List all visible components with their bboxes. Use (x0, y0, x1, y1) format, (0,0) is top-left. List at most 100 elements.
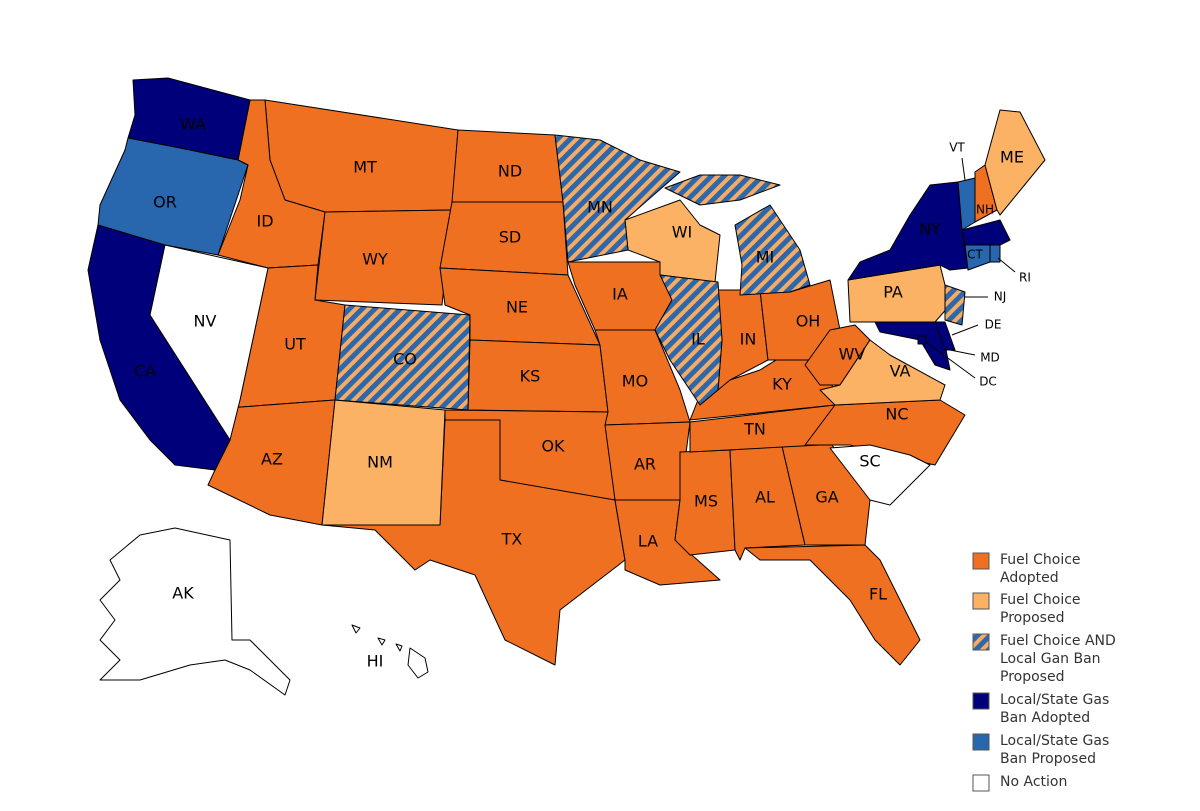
state-label: DC (979, 375, 997, 389)
state-shape (957, 177, 976, 231)
state-label: ID (256, 212, 273, 231)
state-shape (321, 399, 446, 526)
state-label: TX (501, 530, 523, 549)
state-shape (989, 244, 1001, 263)
state-label: CA (134, 362, 156, 381)
state-label: ND (498, 162, 522, 181)
state-shape (744, 544, 921, 666)
state-label: AL (755, 488, 775, 507)
legend-label: Local Gan Ban (1000, 651, 1101, 667)
legend-swatch (972, 733, 990, 751)
state-label: MO (622, 372, 648, 391)
state-label: NJ (994, 290, 1007, 304)
state-shape (149, 244, 269, 441)
state-label: AZ (261, 450, 283, 469)
leader-line (925, 341, 976, 379)
state-shape (944, 284, 966, 326)
state-shape (351, 624, 361, 634)
legend-swatch (972, 633, 990, 651)
state-label: NV (194, 312, 217, 331)
state-shape (917, 335, 927, 345)
state-shape (264, 99, 459, 213)
state-label: SD (499, 228, 521, 247)
state-shape (321, 419, 626, 666)
state-label: IL (691, 330, 705, 349)
state-label: NY (919, 220, 941, 239)
state-label: KY (772, 375, 792, 394)
state-shape (97, 137, 249, 256)
state-shape (334, 304, 471, 411)
state-label: KS (520, 367, 541, 386)
state-label: NE (506, 298, 528, 317)
state-label: WI (672, 223, 693, 242)
state-label: MI (756, 248, 775, 267)
state-label: VT (949, 141, 965, 155)
state-label: NC (885, 405, 908, 424)
legend-label: Ban Adopted (1000, 710, 1090, 726)
state-shape (847, 181, 969, 281)
state-label: TN (743, 420, 766, 439)
state-shape (395, 643, 403, 652)
leader-line (949, 349, 976, 356)
state-label: CT (967, 248, 983, 262)
state-shape (734, 204, 811, 296)
state-shape (314, 209, 453, 306)
legend-label: Proposed (1000, 610, 1064, 626)
state-shape (377, 637, 386, 646)
legend-label: Fuel Choice AND (1000, 633, 1116, 649)
leader-line (997, 257, 1016, 273)
legend-swatch (972, 692, 990, 710)
state-label: SC (859, 452, 880, 471)
state-label: WA (180, 115, 206, 134)
state-label: RI (1019, 271, 1031, 285)
state-label: MN (587, 198, 613, 217)
legend-label: Proposed (1000, 669, 1064, 685)
state-label: WV (839, 345, 866, 364)
state-shape (664, 174, 781, 206)
state-label: NH (976, 203, 994, 217)
states (87, 77, 1046, 696)
state-label: FL (869, 585, 887, 604)
state-shape (934, 321, 956, 351)
state-label: ME (1000, 148, 1024, 167)
state-label: IA (612, 285, 628, 304)
state-label: CO (393, 350, 417, 369)
state-label: AR (634, 455, 656, 474)
state-label: MS (694, 492, 718, 511)
state-shape (819, 339, 946, 406)
state-shape (829, 444, 931, 506)
state-shape (984, 109, 1046, 216)
legend-label: No Action (1000, 774, 1067, 790)
state-label: WY (362, 250, 388, 269)
legend-swatch (972, 552, 990, 570)
legend-label: Fuel Choice (1000, 552, 1081, 568)
state-label: VA (890, 362, 911, 381)
legend-label: Fuel Choice (1000, 592, 1081, 608)
leader-line (961, 157, 966, 181)
state-label: LA (638, 532, 658, 551)
state-shape (654, 274, 723, 406)
state-label: MD (980, 351, 1000, 365)
state-label: OR (153, 193, 177, 212)
state-labels: MT ID WY UT AZ ND SD NE KS OK TX IA MO AR LA MS AL GA FL TN… (134, 115, 1031, 671)
state-shape (554, 134, 681, 263)
state-shape (407, 647, 429, 679)
legend-label: Local/State Gas (1000, 733, 1109, 749)
legend-swatch (972, 774, 990, 792)
state-label: IN (740, 330, 757, 349)
state-label: MT (353, 158, 377, 177)
legend-label: Adopted (1000, 570, 1059, 586)
state-label: UT (284, 335, 306, 354)
state-label: OK (541, 437, 565, 456)
legend-label: Ban Proposed (1000, 751, 1096, 767)
leader-line (951, 324, 979, 336)
state-label: AK (172, 584, 194, 603)
legend: Fuel Choice Adopted Fuel Choice Proposed Fue… (972, 552, 1116, 792)
state-shape (99, 527, 291, 696)
state-label: HI (367, 652, 384, 671)
state-label: OH (796, 312, 821, 331)
state-label: PA (883, 283, 903, 302)
state-label: DE (985, 318, 1002, 332)
legend-swatch (972, 592, 990, 610)
